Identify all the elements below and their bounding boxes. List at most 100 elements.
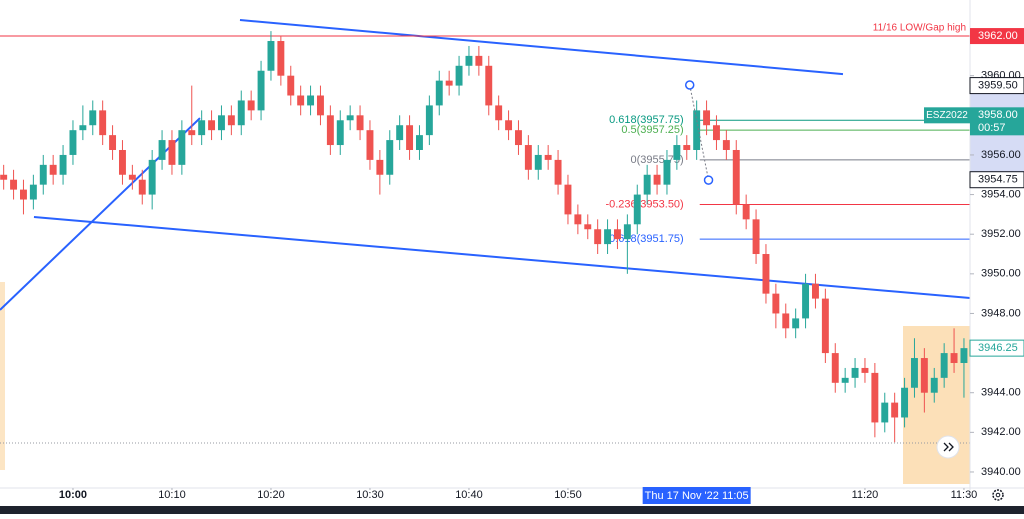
candle-body xyxy=(217,115,225,131)
y-tick-label: 3942.00 xyxy=(981,426,1021,438)
fib-anchor xyxy=(684,80,695,90)
candle-body xyxy=(287,75,295,96)
y-tick-label: 3940.00 xyxy=(981,466,1021,478)
candle-body xyxy=(297,95,305,106)
candle-body xyxy=(594,229,602,245)
candle-body xyxy=(505,120,513,131)
candle-body xyxy=(10,179,18,190)
candle-body xyxy=(722,140,730,150)
session-highlight xyxy=(903,326,970,484)
candle-body xyxy=(623,224,631,240)
y-tick-label: 3944.00 xyxy=(981,387,1021,399)
candle-body xyxy=(445,80,453,86)
candle-body xyxy=(386,140,394,175)
candle-body xyxy=(762,254,770,294)
candle-body xyxy=(524,145,532,170)
price-tag xyxy=(969,77,1024,95)
y-tick-label: 3948.00 xyxy=(981,307,1021,319)
price-tag xyxy=(970,28,1024,45)
symbol-box xyxy=(924,107,970,124)
candle-body xyxy=(633,194,641,225)
candle-body xyxy=(703,110,711,126)
settings-button[interactable] xyxy=(992,489,1004,501)
x-tick-label: 10:10 xyxy=(158,489,186,501)
candle-body xyxy=(821,298,829,354)
x-tick-label: 10:20 xyxy=(257,489,285,501)
candle-body xyxy=(118,149,126,175)
candle-body xyxy=(49,164,57,175)
candle-body xyxy=(841,377,849,383)
candle-body xyxy=(574,214,582,225)
candle-body xyxy=(871,372,879,423)
candle-body xyxy=(554,159,562,185)
candle-body xyxy=(891,402,899,418)
candle-body xyxy=(336,120,344,146)
x-tick-label: 10:50 xyxy=(554,489,582,501)
x-tick-label: 11:30 xyxy=(951,489,978,501)
candle-body xyxy=(960,348,968,363)
symbol-price: 3958.00 xyxy=(978,109,1018,121)
candle-body xyxy=(356,115,364,131)
candle-body xyxy=(455,65,463,86)
candle-body xyxy=(881,402,889,423)
price-tag-label: 3962.00 xyxy=(978,30,1018,42)
candle-body xyxy=(584,224,592,230)
y-tick-label: 3956.00 xyxy=(981,149,1021,161)
candle-body xyxy=(128,174,136,180)
candle-body xyxy=(79,125,87,131)
price-tag-label: 3946.25 xyxy=(978,342,1018,354)
fib-connector xyxy=(689,84,710,181)
price-tag xyxy=(969,171,1024,189)
candle-body xyxy=(465,55,473,66)
candle-body xyxy=(604,229,612,245)
candle-body xyxy=(802,283,810,319)
candle-body xyxy=(811,283,819,299)
candle-body xyxy=(198,120,206,136)
candle-body xyxy=(495,105,503,121)
candle-body xyxy=(782,313,790,329)
candle-body xyxy=(663,159,671,185)
candle-body xyxy=(227,115,235,126)
candle-body xyxy=(693,110,701,150)
candle-body xyxy=(752,219,760,255)
candle-body xyxy=(109,135,117,150)
candle-body xyxy=(406,125,414,150)
candle-body xyxy=(178,130,186,165)
price-tag xyxy=(969,339,1024,357)
candle-body xyxy=(950,353,958,363)
candle-body xyxy=(69,130,77,155)
candle-body xyxy=(673,145,681,160)
candle-body xyxy=(138,179,146,195)
gear-center[interactable] xyxy=(995,492,1001,498)
session-highlight xyxy=(0,282,5,470)
candle-body xyxy=(643,174,651,195)
candle-body xyxy=(415,135,423,150)
crosshair-box xyxy=(642,487,751,504)
candle-body xyxy=(39,164,47,185)
trend-line xyxy=(0,117,201,311)
price-tag-label: 3954.75 xyxy=(978,174,1018,186)
fib-label: 0(3955.75) xyxy=(631,154,684,166)
price-tag-label: 3959.50 xyxy=(978,80,1018,92)
candle-body xyxy=(19,189,27,200)
scroll-button[interactable] xyxy=(936,435,960,459)
y-tick-label: 3952.00 xyxy=(981,228,1021,240)
candle-body xyxy=(59,154,67,175)
candle-body xyxy=(861,367,869,373)
gear-icon[interactable] xyxy=(992,489,1004,501)
candle-body xyxy=(0,174,8,180)
scroll-icon[interactable] xyxy=(943,442,954,452)
candle-body xyxy=(148,159,156,195)
candle-body xyxy=(257,70,265,111)
candle-body xyxy=(99,110,107,136)
fib-label: -0.236(3953.50) xyxy=(605,198,683,210)
x-tick-label: 11:20 xyxy=(852,489,879,501)
candle-body xyxy=(534,154,542,170)
fib-label: 0.618(3957.75) xyxy=(609,114,684,126)
candle-body xyxy=(277,41,285,76)
candle-body xyxy=(772,293,780,314)
candle-body xyxy=(326,115,334,146)
candle-body xyxy=(158,140,166,160)
fib-label: 0.5(3957.25) xyxy=(621,124,683,136)
